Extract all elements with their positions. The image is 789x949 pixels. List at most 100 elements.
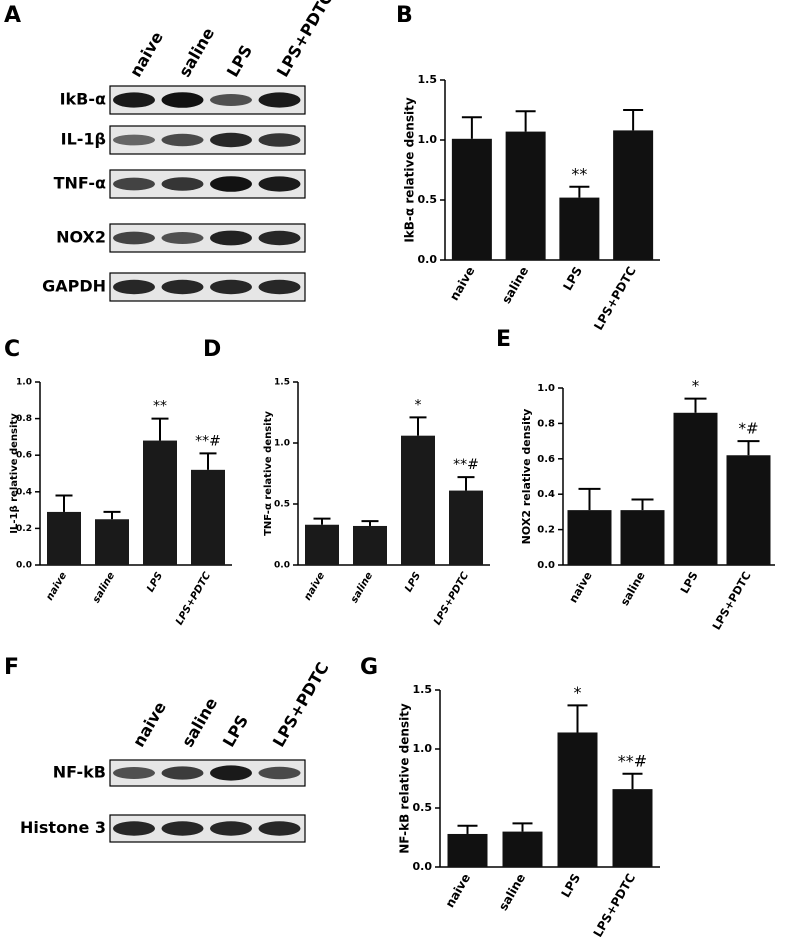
y-tick-label: 1.5 [418, 73, 438, 86]
significance: * [574, 683, 582, 702]
panel-label: G [360, 655, 378, 680]
y-tick-label: 0.0 [16, 561, 32, 571]
panel-label: A [4, 3, 21, 28]
blot-band [113, 231, 155, 245]
y-tick-label: 0.6 [537, 454, 555, 465]
blot-band [258, 176, 301, 192]
y-axis-label: IL-1β relative density [9, 413, 20, 534]
y-tick-label: 1.5 [274, 378, 290, 388]
bar [95, 519, 129, 565]
y-tick-label: 0.6 [16, 451, 32, 461]
lane-label: saline [178, 694, 221, 750]
y-axis-label: NF-kB relative density [398, 703, 412, 854]
bar [353, 525, 387, 565]
bar [401, 435, 435, 565]
x-tick-label: naive [44, 570, 69, 602]
blot-band [210, 230, 252, 246]
blot-band [161, 92, 204, 108]
y-tick-label: 0.0 [413, 860, 433, 873]
bar [447, 833, 488, 867]
bar [305, 524, 339, 565]
y-tick-label: 1.0 [537, 383, 555, 394]
lane-label: LPS [219, 712, 252, 750]
blot-band [161, 766, 204, 780]
x-tick-label: naive [443, 871, 473, 910]
bar [502, 831, 543, 867]
bar [567, 510, 612, 565]
x-tick-label: LPS+PDTC [432, 570, 471, 627]
blot-band [161, 821, 204, 836]
x-tick-label: LPS+PDTC [591, 871, 639, 940]
blot-band [258, 92, 301, 108]
y-tick-label: 1.0 [413, 742, 433, 755]
blot-band [210, 176, 252, 192]
blot-band [161, 133, 204, 147]
bar [191, 469, 225, 565]
bar [673, 412, 718, 565]
x-tick-label: naive [447, 264, 477, 303]
significance: ** [153, 399, 167, 415]
x-tick-label: saline [91, 570, 117, 605]
x-tick-label: LPS [558, 871, 583, 900]
y-axis-label: NOX2 relative density [520, 409, 533, 545]
x-tick-label: LPS+PDTC [174, 570, 213, 627]
bar [726, 455, 771, 565]
significance: * [415, 397, 422, 413]
blot-band [113, 767, 155, 779]
protein-label: GAPDH [42, 277, 106, 296]
protein-label: IL-1β [61, 130, 106, 149]
blot-band [210, 132, 252, 148]
blot-band [210, 821, 252, 836]
bar [559, 197, 600, 260]
lane-label: LPS+PDTC [273, 0, 337, 80]
blot-band [113, 177, 155, 191]
y-tick-label: 1.0 [16, 378, 32, 388]
y-axis-label: TNF-α relative density [263, 411, 274, 536]
y-tick-label: 1.0 [274, 439, 290, 449]
protein-label: NF-kB [53, 763, 106, 782]
y-tick-label: 0.5 [418, 193, 438, 206]
significance: **# [618, 751, 647, 770]
bar [613, 130, 654, 260]
protein-label: IkB-α [60, 90, 106, 109]
blot-band [258, 821, 301, 836]
x-tick-label: saline [349, 570, 375, 605]
lane-label: naive [126, 28, 167, 80]
blot-band [258, 133, 301, 147]
x-tick-label: saline [499, 264, 531, 306]
x-tick-label: LPS [560, 264, 585, 293]
x-tick-label: LPS [145, 571, 165, 595]
panel-label: E [496, 327, 511, 352]
lane-label: LPS+PDTC [269, 659, 333, 750]
bar [451, 138, 492, 260]
significance: **# [195, 433, 221, 449]
blot-band [113, 279, 155, 295]
y-tick-label: 1.5 [413, 683, 433, 696]
x-tick-label: LPS [678, 569, 701, 595]
blot-band [113, 92, 155, 108]
y-tick-label: 0.0 [418, 253, 438, 266]
x-tick-label: LPS [403, 571, 423, 595]
x-tick-label: naive [302, 570, 327, 602]
y-tick-label: 0.0 [274, 561, 290, 571]
blot-band [258, 279, 301, 295]
x-tick-label: naive [567, 570, 595, 606]
bar [143, 440, 177, 565]
bar [612, 789, 653, 867]
y-tick-label: 0.5 [413, 801, 433, 814]
panel-label: B [396, 3, 413, 28]
blot-band [161, 279, 204, 295]
blot-band [161, 177, 204, 191]
x-tick-label: LPS+PDTC [591, 264, 639, 333]
x-tick-label: LPS+PDTC [710, 570, 754, 633]
bar [449, 490, 483, 565]
significance: **# [453, 457, 479, 473]
blot-band [210, 765, 252, 781]
y-axis-label: IkB-α relative density [403, 97, 417, 243]
blot-band [210, 279, 252, 295]
panel-label: F [4, 655, 19, 680]
y-tick-label: 0.8 [537, 418, 555, 429]
bar [620, 510, 665, 565]
y-tick-label: 0.4 [537, 489, 555, 500]
